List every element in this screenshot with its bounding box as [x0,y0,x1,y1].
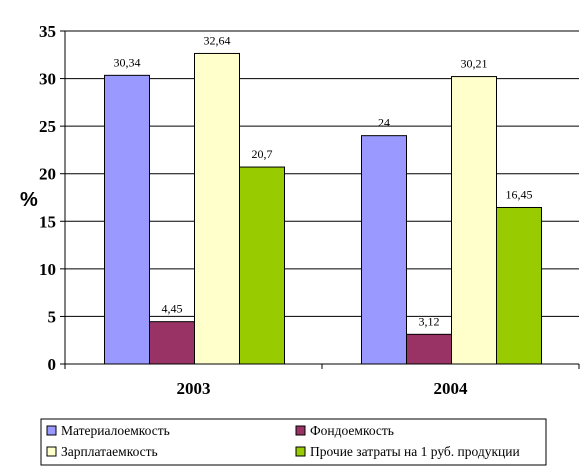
x-category-label: 2004 [434,379,469,398]
y-tick-label: 10 [39,260,56,279]
y-tick-label: 25 [39,117,56,136]
legend: Материалоемкость Фондоемкость Зарплатаемко… [40,418,547,466]
data-label: 3,12 [419,314,440,328]
axes [64,31,579,365]
bar [496,206,542,365]
data-label: 24 [378,116,390,130]
legend-swatch [295,425,306,436]
bar [194,52,240,365]
y-tick-label: 30 [39,70,56,89]
data-label: 32,64 [204,33,231,47]
legend-label: Фондоемкость [310,423,394,438]
legend-label: Материалоемкость [61,423,170,438]
bar [406,333,452,365]
data-label: 20,7 [252,147,273,161]
legend-swatch [295,446,306,457]
bar [451,76,497,365]
data-label: 30,21 [461,57,488,71]
bar [361,135,407,365]
legend-label: Прочие затраты на 1 руб. продукции [310,444,520,459]
y-tick-label: 15 [39,212,56,231]
y-tick-label: 35 [39,22,56,41]
legend-swatch [46,446,57,457]
legend-swatch [46,425,57,436]
data-labels: 30,34 4,45 32,64 20,7 24 3,12 30,21 16,45 [114,33,533,328]
x-category-label: 2003 [177,379,211,398]
y-axis-label: % [20,189,38,211]
bars [104,52,542,365]
legend-box [40,418,547,466]
y-tick-label: 20 [39,165,56,184]
data-label: 30,34 [114,55,141,69]
y-axis-tick-labels: 0 5 10 15 20 25 30 35 [39,22,56,374]
x-axis-category-labels: 2003 2004 [177,379,469,398]
data-label: 16,45 [506,187,533,201]
bar [149,321,195,365]
legend-label: Зарплатаемкость [61,444,158,459]
y-tick-label: 5 [48,307,57,326]
bar [239,166,285,365]
y-tick-label: 0 [48,355,57,374]
bar [104,74,150,365]
data-label: 4,45 [162,302,183,316]
